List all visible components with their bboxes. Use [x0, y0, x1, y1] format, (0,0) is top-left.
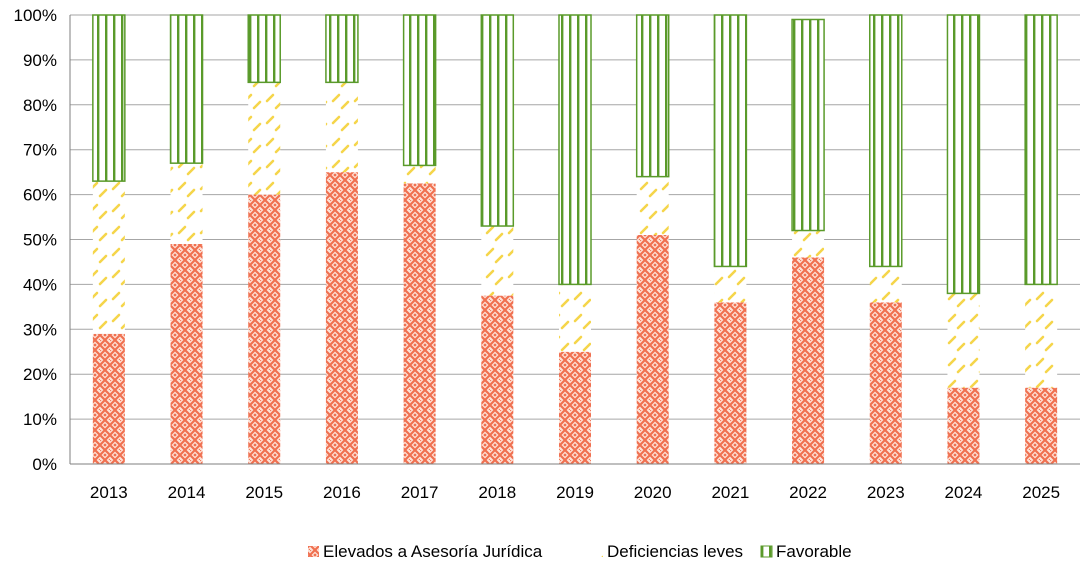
x-tick-label: 2015: [245, 483, 283, 502]
x-tick-label: 2016: [323, 483, 361, 502]
bar-elevados-2022: [792, 257, 825, 464]
bar-favorable-2014: [169, 14, 204, 164]
bar-elevados-2014: [170, 243, 203, 464]
bar-deficiencias-2023: [869, 266, 902, 303]
x-tick-label: 2020: [634, 483, 672, 502]
bar-elevados-2025: [1025, 387, 1058, 464]
bar-elevados-2016: [325, 172, 358, 464]
bar-deficiencias-2020: [636, 176, 669, 236]
bar-favorable-2017: [402, 14, 437, 167]
x-tick-label: 2021: [711, 483, 749, 502]
bar-deficiencias-2022: [792, 230, 825, 258]
y-tick-label: 70%: [23, 141, 57, 160]
bar-deficiencias-2021: [714, 266, 747, 303]
bar-favorable-2016: [325, 14, 359, 84]
x-tick-label: 2017: [401, 483, 439, 502]
bar-deficiencias-2014: [170, 163, 203, 244]
legend-swatch-elevados: [308, 546, 319, 557]
legend-swatch-deficiencias: [592, 546, 603, 557]
bar-favorable-2015: [247, 14, 281, 84]
x-tick-label: 2013: [90, 483, 128, 502]
bar-elevados-2017: [403, 183, 436, 464]
y-tick-label: 40%: [23, 275, 57, 294]
x-tick-label: 2014: [168, 483, 206, 502]
bar-deficiencias-2013: [92, 181, 125, 334]
bar-elevados-2018: [481, 295, 514, 464]
y-tick-label: 20%: [23, 365, 57, 384]
y-tick-label: 60%: [23, 186, 57, 205]
bar-favorable-2020: [635, 14, 670, 178]
bar-deficiencias-2018: [481, 226, 514, 296]
y-tick-label: 30%: [23, 320, 57, 339]
bar-elevados-2024: [947, 387, 980, 464]
legend: Elevados a Asesoría Jurídica Deficiencias…: [308, 542, 852, 561]
bar-deficiencias-2016: [325, 82, 358, 173]
legend-label-elevados: Elevados a Asesoría Jurídica: [323, 542, 543, 561]
bar-elevados-2019: [559, 351, 591, 464]
y-tick-label: 0%: [32, 455, 57, 474]
y-tick-label: 100%: [14, 6, 57, 25]
bar-deficiencias-2015: [248, 82, 281, 195]
legend-swatch-favorable: [760, 545, 773, 558]
bar-favorable-2019: [558, 14, 592, 286]
x-tick-label: 2019: [556, 483, 594, 502]
legend-label-favorable: Favorable: [776, 542, 852, 561]
bar-elevados-2021: [714, 302, 747, 464]
bar-deficiencias-2017: [403, 165, 436, 184]
x-tick-label: 2023: [867, 483, 905, 502]
x-tick-label: 2022: [789, 483, 827, 502]
bar-favorable-2021: [713, 14, 748, 268]
x-tick-label: 2024: [945, 483, 983, 502]
bar-favorable-2018: [480, 14, 515, 227]
x-tick-label: 2018: [478, 483, 516, 502]
axes: 0% 10% 20% 30% 40% 50% 60% 70% 80% 90% 100% 2013 201…: [14, 6, 1080, 502]
bar-favorable-2022: [791, 18, 825, 232]
legend-label-deficiencias: Deficiencias leves: [607, 542, 743, 561]
bars: [92, 14, 1058, 464]
bar-elevados-2013: [92, 333, 125, 464]
bar-favorable-2023: [869, 14, 903, 268]
bar-deficiencias-2024: [947, 293, 980, 388]
bar-elevados-2020: [636, 235, 669, 464]
bar-elevados-2015: [248, 194, 281, 464]
y-tick-label: 50%: [23, 231, 57, 250]
y-tick-label: 90%: [23, 51, 57, 70]
bar-elevados-2023: [869, 302, 902, 464]
bar-favorable-2013: [92, 14, 126, 182]
bar-favorable-2025: [1024, 14, 1058, 286]
bar-favorable-2024: [946, 14, 981, 295]
y-tick-label: 80%: [23, 96, 57, 115]
bar-deficiencias-2019: [559, 284, 591, 352]
y-tick-label: 10%: [23, 410, 57, 429]
bar-deficiencias-2025: [1025, 284, 1058, 388]
x-tick-label: 2025: [1022, 483, 1060, 502]
